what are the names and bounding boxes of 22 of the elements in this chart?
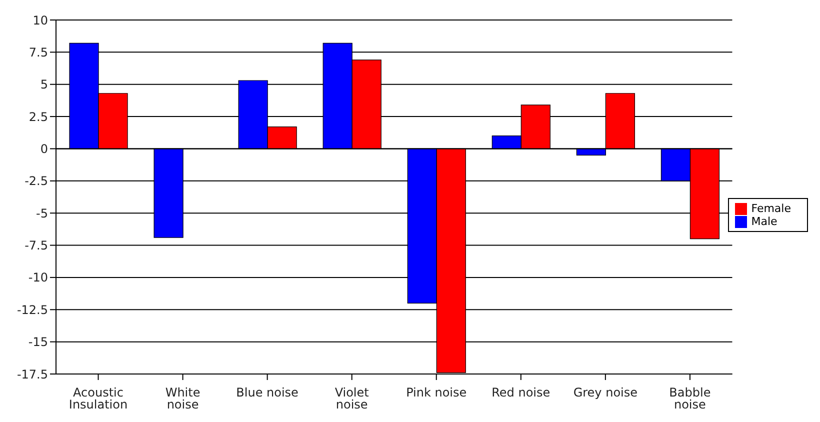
- y-tick-label: -7.5: [24, 238, 48, 253]
- legend-label: Male: [751, 215, 778, 228]
- x-tick-label: Blue noise: [236, 386, 298, 400]
- x-tick-label: Red noise: [492, 386, 550, 400]
- x-tick-label: Acoustic Insulation: [68, 386, 128, 412]
- y-tick-label: -2.5: [24, 174, 48, 188]
- y-tick-label: 2.5: [28, 110, 48, 124]
- y-tick-label: -5: [36, 206, 48, 220]
- x-tick-label: Violet noise: [334, 386, 370, 412]
- x-tick-label: Grey noise: [573, 386, 638, 400]
- x-tick-label: Babble noise: [669, 386, 711, 412]
- x-tick-label: Pink noise: [406, 386, 467, 400]
- y-tick-label: 7.5: [28, 45, 48, 60]
- y-tick-label: -15: [28, 335, 48, 350]
- y-tick-label: 0: [40, 142, 48, 156]
- y-tick-label: -12.5: [16, 302, 48, 317]
- y-tick-label: -17.5: [16, 367, 48, 382]
- y-tick-label: 5: [40, 78, 48, 92]
- y-tick-label: 10: [32, 13, 48, 28]
- legend-label: Female: [751, 202, 791, 215]
- y-tick-label: -10: [28, 270, 48, 285]
- x-tick-label: White noise: [165, 386, 200, 412]
